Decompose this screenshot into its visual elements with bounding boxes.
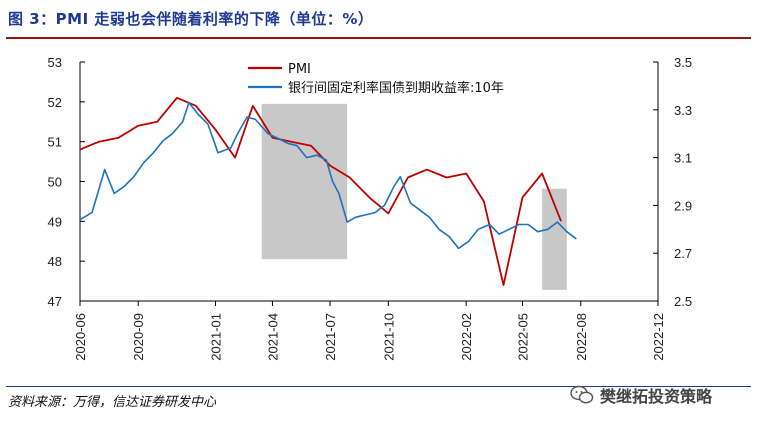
x-tick-label: 2022-02: [459, 313, 474, 361]
wechat-icon: [570, 385, 594, 404]
pmi-line: [79, 96, 562, 287]
x-axis: 2020-06 2020-09 2021-01 2021-04 2021-07 2021-…: [73, 300, 666, 361]
x-tick-label: 2021-07: [323, 313, 338, 361]
x-tick-label: 2022-05: [516, 313, 531, 361]
left-axis: 47 48 49 50 51 52 53: [48, 55, 85, 309]
source-note: 资料来源：万得，信达证券研发中心: [8, 395, 217, 410]
x-tick-label: 2022-12: [651, 313, 666, 361]
x-tick-label: 2022-08: [574, 313, 589, 361]
figure-title: 图 3：PMI 走弱也会伴随着利率的下降（单位：%）: [8, 10, 374, 28]
left-tick-label: 53: [48, 55, 62, 70]
x-tick-label: 2021-04: [265, 313, 280, 361]
left-tick-label: 49: [48, 214, 62, 229]
left-tick-label: 51: [48, 135, 62, 150]
shaded-regions: [261, 103, 567, 290]
right-tick-label: 2.9: [674, 198, 692, 213]
legend: PMI 银行间固定利率国债到期收益率:10年: [248, 62, 504, 96]
left-tick-label: 50: [48, 175, 62, 190]
right-axis: 2.5 2.7 2.9 3.1 3.3 3.5: [653, 55, 692, 309]
title-rule: [6, 37, 751, 39]
watermark: 樊继拓投资策略: [570, 383, 712, 407]
right-tick-label: 2.5: [674, 294, 692, 309]
x-tick-label: 2020-06: [73, 313, 88, 361]
x-tick-label: 2021-10: [381, 313, 396, 361]
x-tick-label: 2020-09: [131, 313, 146, 361]
shaded-region: [261, 103, 348, 260]
right-tick-label: 3.1: [674, 151, 692, 166]
right-tick-label: 3.5: [674, 55, 692, 70]
x-tick-label: 2021-01: [208, 313, 223, 361]
right-tick-label: 2.7: [674, 246, 692, 261]
right-tick-label: 3.3: [674, 103, 692, 118]
yield-line: [79, 101, 577, 250]
left-tick-label: 52: [48, 95, 62, 110]
left-tick-label: 47: [48, 294, 62, 309]
footer-rule: [6, 386, 751, 387]
left-tick-label: 48: [48, 254, 62, 269]
legend-label: 银行间固定利率国债到期收益率:10年: [288, 80, 504, 96]
watermark-text: 樊继拓投资策略: [600, 387, 713, 406]
legend-label: PMI: [288, 62, 311, 77]
series-lines: [79, 96, 577, 287]
